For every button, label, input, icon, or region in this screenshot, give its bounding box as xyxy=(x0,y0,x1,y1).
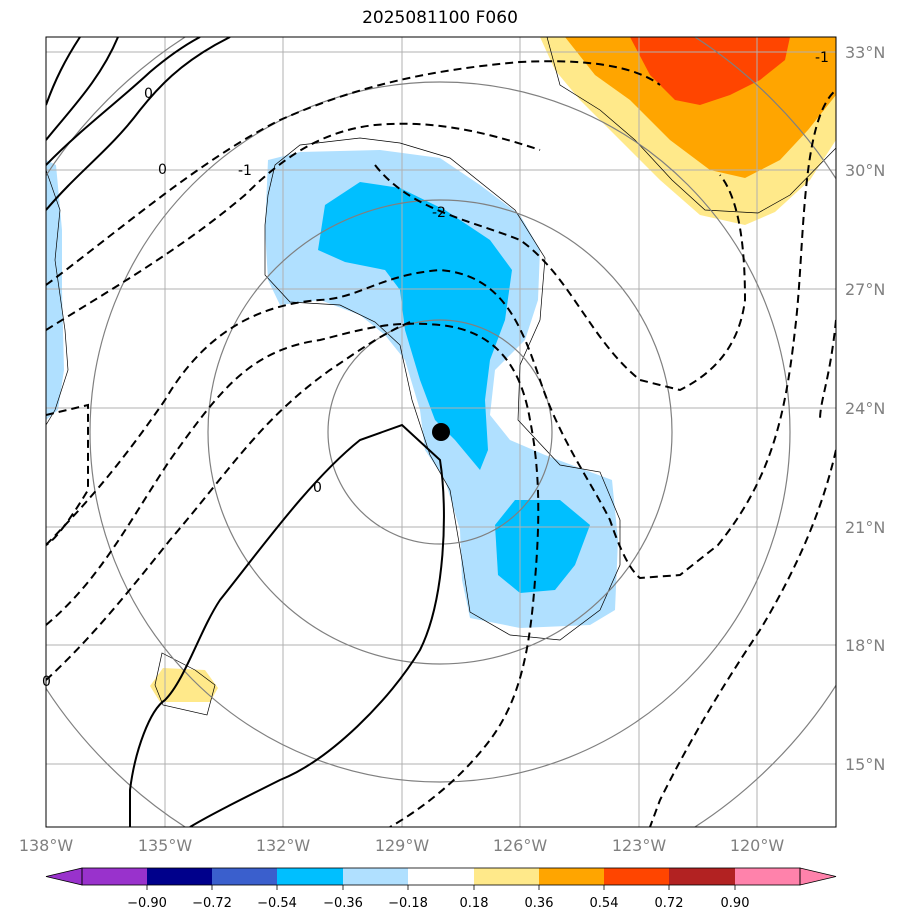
colorbar-segment xyxy=(669,868,735,885)
latitude-labels: 33°N 30°N 27°N 24°N 21°N 18°N 15°N xyxy=(845,43,885,774)
distance-rings xyxy=(46,37,836,827)
lat-tick-label: 21°N xyxy=(845,518,885,537)
colorbar-segment xyxy=(277,868,343,885)
colorbar-segment xyxy=(147,868,212,885)
longitude-labels: 138°W 135°W 132°W 129°W 126°W 123°W 120°… xyxy=(19,836,785,855)
colorbar-extend-right xyxy=(799,867,837,886)
negative-anomaly-left-edge xyxy=(46,160,64,420)
colorbar-label: −0.72 xyxy=(192,896,232,911)
colorbar-segment xyxy=(82,868,147,885)
lon-tick-label: 123°W xyxy=(612,836,667,855)
lat-tick-label: 30°N xyxy=(845,161,885,180)
colorbar-label: −0.18 xyxy=(388,896,428,911)
contour-label: 0 xyxy=(144,86,153,102)
map-frame xyxy=(45,36,837,828)
positive-contours xyxy=(46,37,445,827)
positive-anomaly-red xyxy=(630,37,790,105)
colorbar-label: 0.36 xyxy=(525,896,554,911)
colorbar-label: 0.90 xyxy=(721,896,750,911)
colorbar-segment xyxy=(539,868,604,885)
negative-anomaly-deep-north xyxy=(318,182,512,470)
positive-anomaly-island xyxy=(150,668,218,702)
lat-tick-label: 33°N xyxy=(845,43,885,62)
lon-tick-label: 120°W xyxy=(730,836,785,855)
anomaly-outline xyxy=(46,37,836,716)
colorbar-frame xyxy=(81,867,801,886)
lon-tick-label: 135°W xyxy=(138,836,193,855)
contour-label: -1 xyxy=(238,163,252,179)
lon-tick-label: 126°W xyxy=(493,836,548,855)
negative-contours xyxy=(46,60,836,827)
colorbar-segment xyxy=(408,868,474,885)
colorbar-segment xyxy=(604,868,669,885)
lat-tick-label: 18°N xyxy=(845,636,885,655)
colorbar: −0.90 −0.72 −0.54 −0.36 −0.18 0.18 0.36 … xyxy=(45,867,837,911)
storm-center-marker xyxy=(432,423,450,441)
contour-labels: 0 0 -1 -2 0 0 -1 xyxy=(42,50,829,690)
lon-tick-label: 132°W xyxy=(256,836,311,855)
contour-label: -2 xyxy=(432,205,446,221)
colorbar-label: −0.90 xyxy=(127,896,167,911)
lon-tick-label: 129°W xyxy=(375,836,430,855)
contour-label: -1 xyxy=(815,50,829,66)
anomaly-fill xyxy=(46,37,836,702)
map-title: 2025081100 F060 xyxy=(362,8,518,28)
colorbar-segment xyxy=(343,868,408,885)
colorbar-extend-left xyxy=(45,867,83,886)
colorbar-label: 0.72 xyxy=(655,896,684,911)
contour-label: 0 xyxy=(158,162,167,178)
lat-tick-label: 15°N xyxy=(845,755,885,774)
colorbar-segment xyxy=(474,868,539,885)
negative-anomaly-deep-south xyxy=(495,500,590,593)
colorbar-label: 0.54 xyxy=(590,896,619,911)
colorbar-segment xyxy=(735,868,800,885)
colorbar-label: 0.18 xyxy=(460,896,489,911)
colorbar-label: −0.36 xyxy=(323,896,363,911)
lat-tick-label: 24°N xyxy=(845,399,885,418)
colorbar-label: −0.54 xyxy=(257,896,297,911)
lat-tick-label: 27°N xyxy=(845,280,885,299)
lon-tick-label: 138°W xyxy=(19,836,74,855)
colorbar-segment xyxy=(212,868,277,885)
map-grid xyxy=(46,37,836,827)
contour-label: 0 xyxy=(313,480,322,496)
